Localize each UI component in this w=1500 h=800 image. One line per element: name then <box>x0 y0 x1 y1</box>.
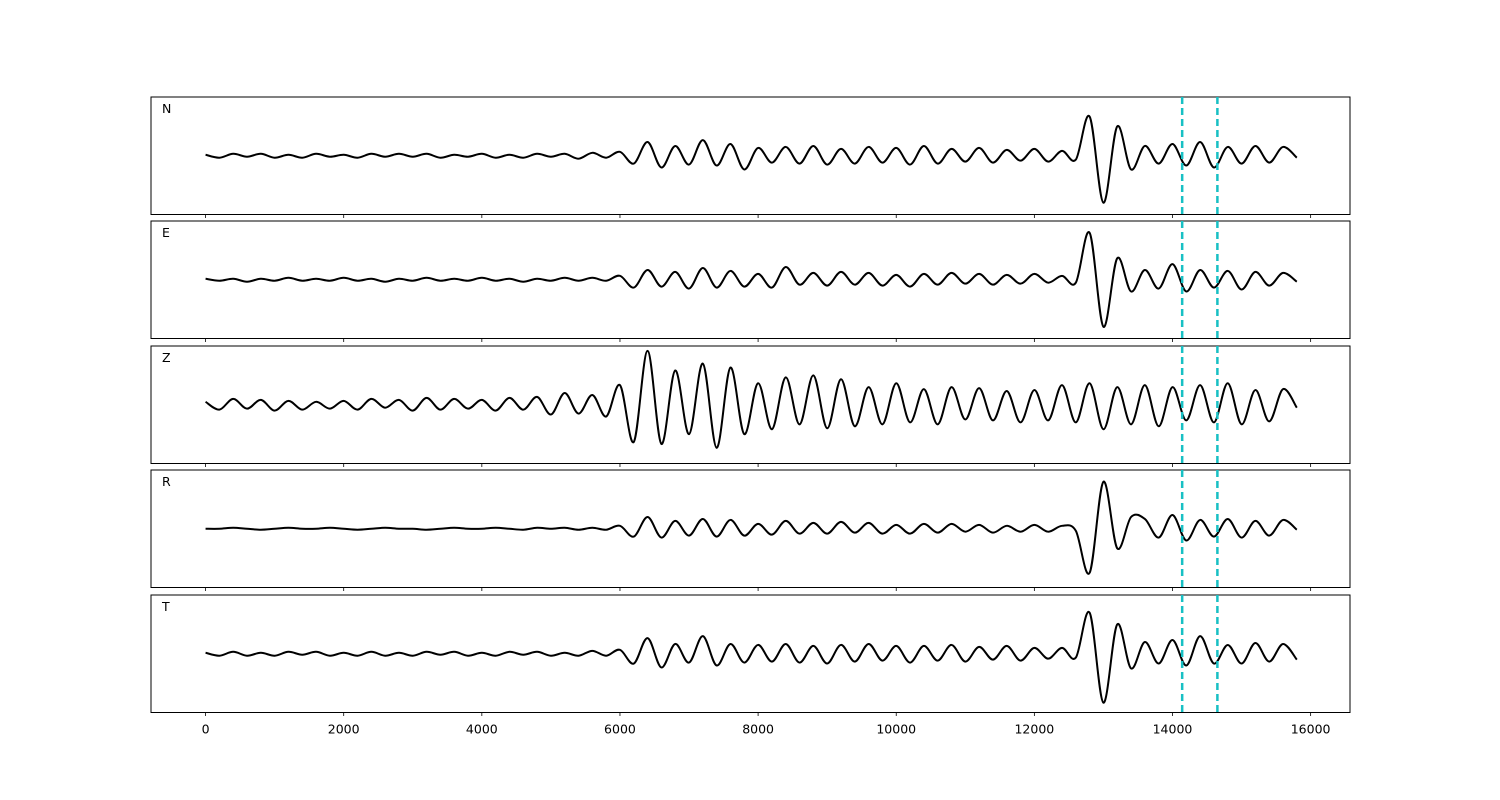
panel-label: Z <box>162 350 171 365</box>
panel-label: N <box>162 101 171 116</box>
panel-label: R <box>162 474 171 489</box>
panel: Z <box>150 345 1351 467</box>
waveform <box>205 611 1298 704</box>
waveform <box>205 115 1298 204</box>
x-tick-label: 10000 <box>876 722 916 737</box>
panel-label: T <box>161 599 170 614</box>
x-tick-label: 8000 <box>742 722 774 737</box>
x-tick-label: 0 <box>202 722 210 737</box>
x-tick-label: 4000 <box>466 722 498 737</box>
x-tick-label: 12000 <box>1014 722 1054 737</box>
x-tick-label: 16000 <box>1291 722 1331 737</box>
waveform <box>205 349 1298 449</box>
x-tick-label: 2000 <box>328 722 360 737</box>
waveform <box>205 231 1298 328</box>
panel-frame <box>150 345 1351 464</box>
panel-label: E <box>162 225 170 240</box>
x-tick-label: 14000 <box>1153 722 1193 737</box>
x-tick-label: 6000 <box>604 722 636 737</box>
waveform <box>205 480 1298 575</box>
